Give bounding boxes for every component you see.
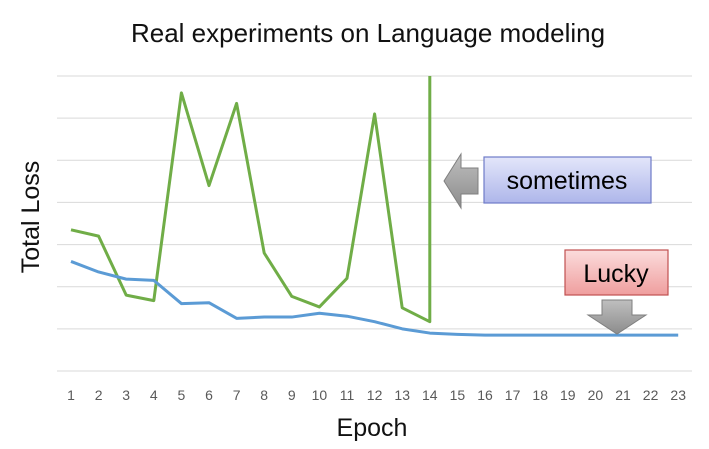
x-tick-label: 8 — [260, 387, 268, 403]
callout-sometimes: sometimes — [443, 152, 652, 210]
callout-text-lucky: Lucky — [583, 260, 649, 288]
x-tick-label: 10 — [312, 387, 328, 403]
x-tick-label: 23 — [670, 387, 686, 403]
x-tick-label: 6 — [205, 387, 213, 403]
x-tick-label: 13 — [394, 387, 410, 403]
series-line-2 — [70, 260, 679, 337]
callout-lucky: Lucky — [564, 249, 669, 335]
series-lines — [70, 76, 679, 337]
x-axis-label: Epoch — [337, 414, 408, 442]
x-tick-label: 18 — [532, 387, 548, 403]
y-axis-label: Total Loss — [17, 161, 45, 274]
x-tick-label: 3 — [122, 387, 130, 403]
x-tick-label: 11 — [340, 387, 355, 403]
x-tick-label: 15 — [450, 387, 466, 403]
x-tick-label: 2 — [95, 387, 103, 403]
x-tick-label: 20 — [588, 387, 604, 403]
x-tick-label: 14 — [422, 387, 438, 403]
callout-text-sometimes: sometimes — [507, 167, 628, 195]
x-tick-label: 21 — [615, 387, 631, 403]
x-tick-label: 17 — [505, 387, 521, 403]
down-arrow-icon — [586, 299, 648, 335]
x-tick-labels: 1 2 3 4 5 6 7 8 9 10 11 12 13 14 15 16 17 18 19 20 21 22 23 — [67, 387, 686, 403]
callout-box-lucky — [564, 249, 669, 296]
x-tick-label: 22 — [643, 387, 659, 403]
x-tick-label: 4 — [150, 387, 158, 403]
x-tick-label: 16 — [477, 387, 493, 403]
chart-title: Real experiments on Language modeling — [131, 18, 605, 48]
series-line-1 — [70, 76, 432, 324]
x-tick-label: 19 — [560, 387, 576, 403]
x-tick-label: 7 — [233, 387, 241, 403]
x-tick-label: 1 — [67, 387, 75, 403]
left-arrow-icon — [443, 152, 479, 210]
x-tick-label: 5 — [178, 387, 186, 403]
callout-box-sometimes — [483, 156, 652, 204]
x-tick-label: 12 — [367, 387, 383, 403]
x-tick-label: 9 — [288, 387, 296, 403]
